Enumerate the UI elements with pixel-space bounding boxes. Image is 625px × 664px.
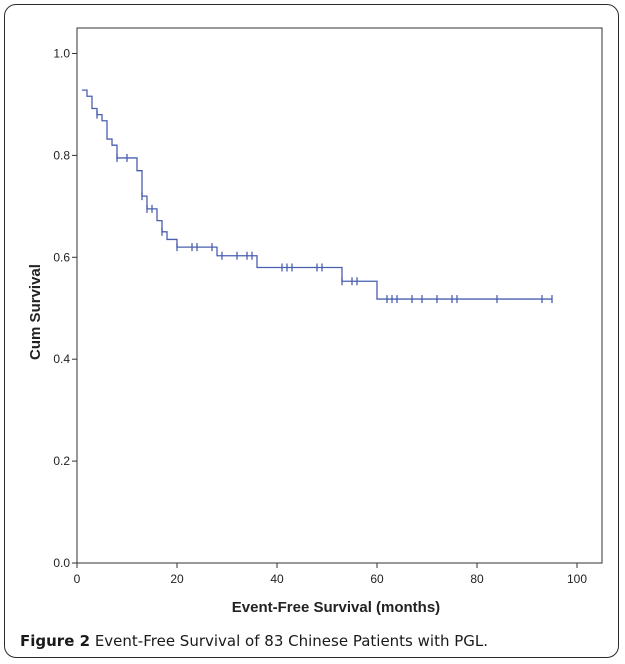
- y-tick-label: 0.6: [53, 250, 70, 264]
- figure-frame: [4, 4, 619, 658]
- plot-area-border: [76, 27, 603, 564]
- y-axis-label: Cum Survival: [27, 264, 44, 360]
- y-tick-label: 0.2: [53, 454, 70, 468]
- chart-axes: 0.0 0.2 0.4 0.6 0.8 1.0 0 20 40 60 80 100: [53, 27, 603, 586]
- x-tick-label: 80: [470, 572, 484, 586]
- x-tick-label: 100: [567, 572, 587, 586]
- survival-curve-layer: [82, 89, 552, 300]
- x-tick-label: 40: [270, 572, 284, 586]
- x-tick-label: 60: [370, 572, 384, 586]
- y-tick-label: 0.4: [53, 352, 70, 366]
- x-tick-label: 20: [170, 572, 184, 586]
- y-tick-label: 0.0: [53, 556, 70, 570]
- y-tick-label: 0.8: [53, 148, 70, 162]
- x-axis-label: Event-Free Survival (months): [232, 599, 440, 616]
- figure-label: Figure 2: [20, 632, 91, 650]
- survival-step-line: [82, 89, 552, 300]
- x-tick-label: 0: [74, 572, 81, 586]
- y-tick-label: 1.0: [53, 46, 70, 60]
- survival-chart: 0.0 0.2 0.4 0.6 0.8 1.0 0 20 40 60 80 100 Event-Fre…: [27, 27, 603, 616]
- figure-caption-text: Event-Free Survival of 83 Chinese Patien…: [94, 632, 489, 650]
- censor-marks-layer: [96, 110, 553, 304]
- figure-caption: Figure 2 Event-Free Survival of 83 Chine…: [20, 632, 488, 650]
